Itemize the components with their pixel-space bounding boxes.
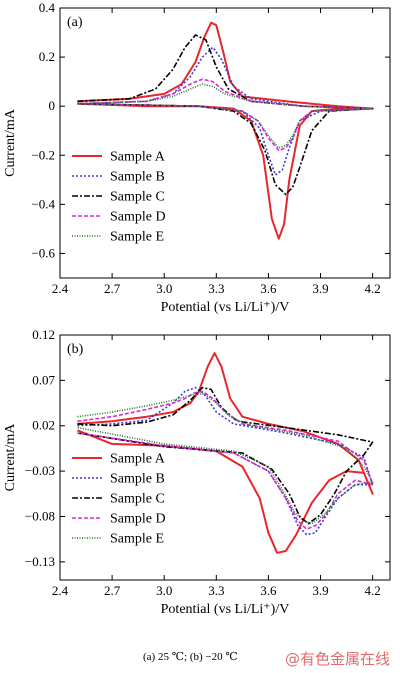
panel-a-x-tick-label: 3.0 bbox=[156, 281, 172, 296]
figure-caption: (a) 25 ℃; (b) −20 ℃ bbox=[143, 651, 238, 663]
panel-a-legend-label-b: Sample B bbox=[110, 170, 165, 185]
panel-a-y-tick-label: 0.2 bbox=[39, 49, 55, 64]
panel-a-legend-label-d: Sample D bbox=[110, 210, 166, 225]
panel-a-legend-label-c: Sample C bbox=[110, 190, 165, 205]
panel-b-x-tick-label: 4.2 bbox=[365, 583, 381, 598]
panel-b-legend-label-a: Sample A bbox=[110, 452, 166, 467]
panel-b-legend-label-e: Sample E bbox=[110, 532, 164, 547]
panel-b-x-tick-label: 3.0 bbox=[156, 583, 172, 598]
panel-a-y-axis-label: Current/mA bbox=[3, 108, 18, 177]
panel-b-y-tick-label: 0.02 bbox=[32, 418, 55, 433]
panel-b-y-axis-label: Current/mA bbox=[3, 423, 18, 492]
panel-a-legend-label-a: Sample A bbox=[110, 150, 166, 165]
panel-b-y-tick-label: −0.08 bbox=[25, 508, 55, 523]
panel-a-series-b bbox=[77, 46, 374, 176]
panel-b-y-tick-label: −0.03 bbox=[25, 463, 55, 478]
panel-a-x-tick-label: 3.6 bbox=[260, 281, 277, 296]
panel-b-x-tick-label: 3.6 bbox=[260, 583, 277, 598]
watermark: @有色金属在线 bbox=[284, 650, 390, 668]
panel-a-y-tick-label: 0 bbox=[49, 98, 56, 113]
panel-a-series-d bbox=[77, 78, 374, 152]
panel-a: 2.4 2.7 3.0 3.3 3.6 3.9 4.2 0.4 0.2 0 −0.2 −0.4 −0.6… bbox=[3, 0, 391, 315]
panel-a-series-e bbox=[77, 83, 374, 149]
panel-b-series-d bbox=[77, 390, 374, 530]
panel-b-y-tick-label: −0.13 bbox=[25, 554, 55, 569]
panel-b-legend-label-b: Sample B bbox=[110, 472, 165, 487]
panel-b-x-tick-label: 2.4 bbox=[52, 583, 69, 598]
panel-a-x-tick-label: 3.3 bbox=[208, 281, 224, 296]
panel-a-y-tick-label: 0.4 bbox=[39, 0, 56, 15]
panel-b: 2.4 2.7 3.0 3.3 3.6 3.9 4.2 0.12 0.07 0.02 −0.03 −0… bbox=[3, 327, 391, 617]
panel-b-plot-frame bbox=[59, 334, 391, 581]
figure-caption-bar: (a) 25 ℃; (b) −20 ℃ @有色金属在线 bbox=[0, 648, 400, 668]
panel-a-plot-frame bbox=[59, 7, 391, 279]
panel-b-y-tick-label: 0.07 bbox=[32, 372, 55, 387]
panel-a-y-tick-label: −0.6 bbox=[31, 245, 55, 260]
panel-b-y-tick-label: 0.12 bbox=[32, 327, 55, 342]
panel-a-x-axis-label: Potential (vs Li/Li⁺)/V bbox=[161, 300, 290, 315]
panel-b-series-b bbox=[77, 386, 374, 536]
panel-b-x-tick-label: 2.7 bbox=[104, 583, 121, 598]
panel-a-y-tick-label: −0.4 bbox=[31, 196, 55, 211]
panel-b-legend-label-d: Sample D bbox=[110, 512, 166, 527]
panel-b-x-tick-label: 3.9 bbox=[312, 583, 328, 598]
panel-b-x-axis-label: Potential (vs Li/Li⁺)/V bbox=[161, 602, 290, 617]
panel-b-series-c bbox=[77, 386, 374, 525]
panel-b-legend-label-c: Sample C bbox=[110, 492, 165, 507]
panel-a-series-c bbox=[77, 34, 374, 196]
panel-a-x-tick-label: 2.7 bbox=[104, 281, 121, 296]
panel-a-x-tick-label: 3.9 bbox=[312, 281, 328, 296]
panel-a-label: (a) bbox=[67, 15, 83, 30]
panel-b-x-tick-label: 3.3 bbox=[208, 583, 224, 598]
panel-a-series-a bbox=[77, 21, 374, 240]
panel-a-y-tick-label: −0.2 bbox=[31, 147, 55, 162]
cv-figure: 2.4 2.7 3.0 3.3 3.6 3.9 4.2 0.4 0.2 0 −0.2 −0.4 −0.6… bbox=[3, 0, 391, 617]
panel-b-label: (b) bbox=[67, 342, 84, 357]
panel-a-x-tick-label: 2.4 bbox=[52, 281, 69, 296]
panel-a-x-tick-label: 4.2 bbox=[365, 281, 381, 296]
panel-a-legend-label-e: Sample E bbox=[110, 230, 164, 245]
